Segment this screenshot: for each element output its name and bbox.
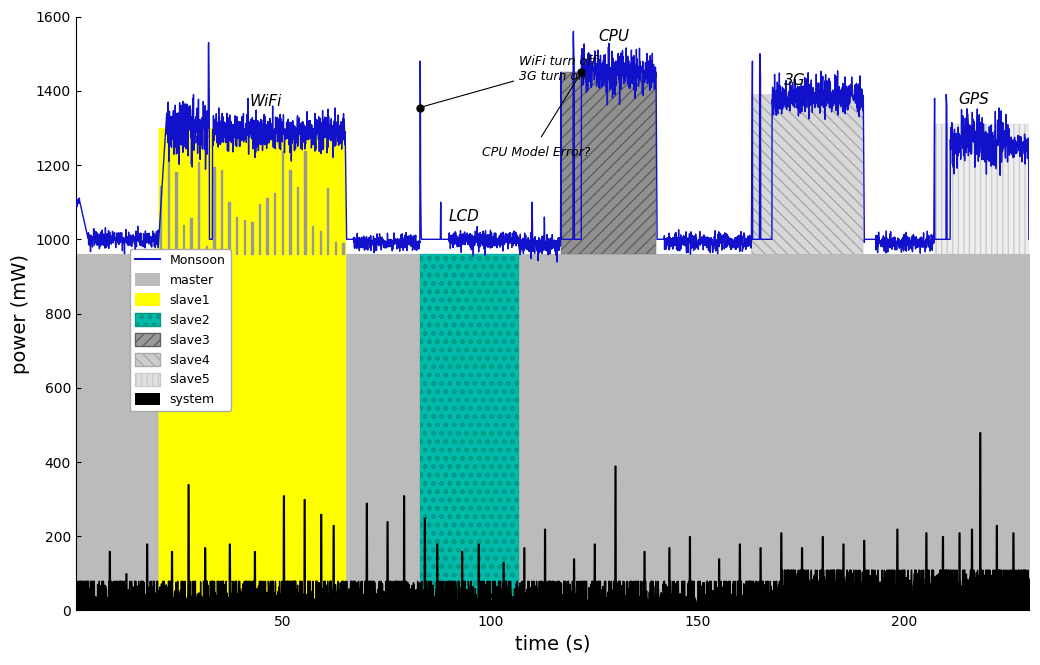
Text: WiFi: WiFi: [250, 94, 282, 108]
Y-axis label: power (mW): power (mW): [11, 253, 30, 374]
Monsoon: [320, 126, 333, 134]
Monsoon: [567, 27, 579, 35]
Monsoon: [312, 119, 324, 127]
X-axis label: time (s): time (s): [515, 635, 590, 654]
Monsoon: [1022, 235, 1035, 243]
Legend: Monsoon, master, slave1, slave2, slave3, slave4, slave5, system: Monsoon, master, slave1, slave2, slave3,…: [130, 249, 231, 411]
Text: LCD: LCD: [448, 209, 479, 223]
Monsoon: [577, 58, 590, 66]
Monsoon: [70, 200, 82, 208]
Text: GPS: GPS: [959, 92, 989, 107]
Text: WiFi turn off
3G turn on: WiFi turn off 3G turn on: [422, 55, 596, 107]
Monsoon: [1022, 138, 1035, 146]
Monsoon: [125, 241, 137, 249]
Text: CPU: CPU: [598, 29, 629, 44]
Monsoon: [144, 238, 156, 246]
Text: 3G: 3G: [784, 73, 806, 88]
Line: Monsoon: Monsoon: [76, 31, 1029, 262]
Text: CPU Model Error?: CPU Model Error?: [482, 146, 591, 159]
Monsoon: [551, 258, 564, 266]
